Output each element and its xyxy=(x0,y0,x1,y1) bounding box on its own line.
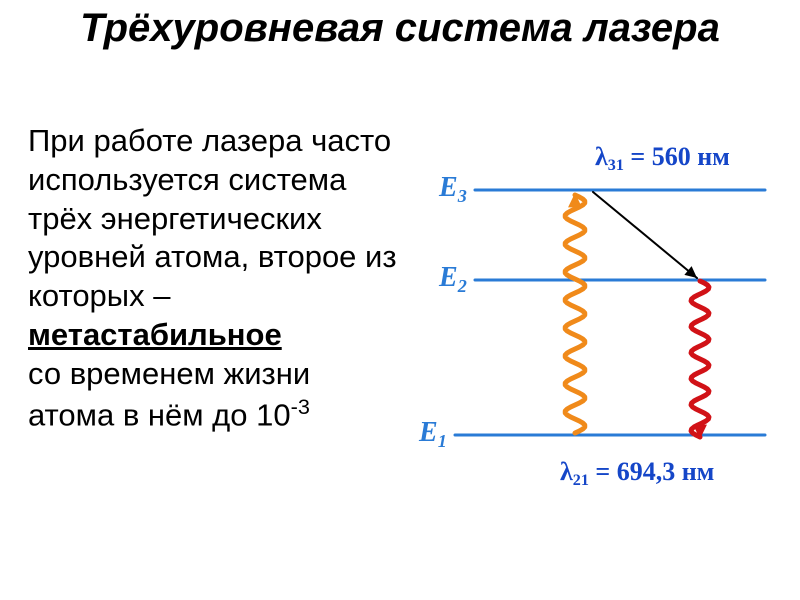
svg-text:λ31 = 560 нм: λ31 = 560 нм xyxy=(595,142,730,174)
svg-text:E3: E3 xyxy=(438,172,467,206)
svg-text:E2: E2 xyxy=(438,262,467,296)
body-after: со временем жизни атома в нём до 10 xyxy=(28,356,310,433)
slide-title: Трёхуровневая система лазера xyxy=(0,5,800,51)
svg-text:E1: E1 xyxy=(418,417,447,451)
metastable-word: метастабильное xyxy=(28,317,282,352)
svg-text:λ21 = 694,3 нм: λ21 = 694,3 нм xyxy=(560,457,714,489)
body-sup: -3 xyxy=(291,394,310,419)
body-text: При работе лазера часто используется сис… xyxy=(28,122,398,435)
body-before: При работе лазера часто используется сис… xyxy=(28,123,397,313)
energy-diagram: E3 E2 E1 λ31 = 560 нм λ21 = 694,3 нм xyxy=(405,135,785,495)
